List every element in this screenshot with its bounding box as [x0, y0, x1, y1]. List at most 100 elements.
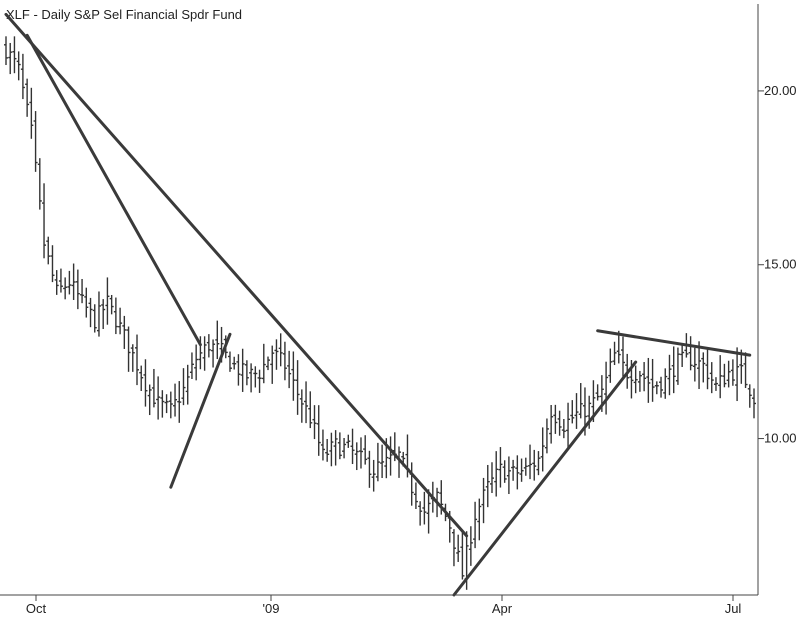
ohlc-bar — [236, 354, 241, 386]
ohlc-bar — [489, 462, 494, 494]
ohlc-bar — [544, 418, 549, 454]
ohlc-bar — [515, 455, 520, 490]
ohlc-bar — [519, 458, 524, 482]
ohlc-bar — [671, 346, 676, 394]
ohlc-bar — [312, 405, 317, 440]
ohlc-bar — [595, 384, 600, 401]
y-tick-label: 10.00 — [764, 431, 797, 446]
ohlc-bar — [659, 376, 664, 398]
ohlc-bar — [75, 269, 80, 310]
ohlc-bar — [697, 341, 702, 390]
ohlc-bar — [701, 352, 706, 383]
ohlc-bar — [329, 432, 334, 467]
ohlc-bar — [426, 489, 431, 534]
ohlc-bar — [570, 400, 575, 424]
x-tick-label: Apr — [492, 601, 513, 616]
ohlc-bar — [177, 381, 182, 423]
ohlc-bar — [80, 278, 85, 304]
ohlc-bar — [316, 405, 321, 456]
ohlc-bar — [278, 333, 283, 367]
ohlc-bar — [566, 402, 571, 448]
ohlc-bar — [451, 529, 456, 567]
ohlc-bar — [456, 534, 461, 562]
ohlc-bar — [147, 384, 152, 416]
ohlc-bar — [747, 384, 752, 408]
ohlc-bar — [333, 430, 338, 466]
ohlc-bar — [151, 368, 156, 408]
ohlc-bar — [363, 435, 368, 465]
ohlc-bar — [620, 336, 625, 377]
ohlc-bar — [143, 359, 148, 407]
ohlc-bar — [160, 390, 165, 418]
ohlc-bar — [375, 442, 380, 482]
ohlc-bar — [130, 344, 135, 372]
ohlc-bar — [173, 383, 178, 417]
ohlc-bar — [604, 361, 609, 415]
ohlc-bar — [54, 270, 59, 295]
ohlc-bar — [612, 341, 617, 366]
trendline — [25, 33, 202, 347]
ohlc-bar — [33, 111, 38, 172]
ohlc-bar — [692, 347, 697, 382]
ohlc-bar — [574, 393, 579, 429]
ohlc-bar — [96, 291, 101, 337]
ohlc-bar — [646, 357, 651, 403]
ohlc-bar — [709, 362, 714, 394]
ohlc-bar — [388, 436, 393, 476]
ohlc-bar — [743, 352, 748, 389]
ohlc-bar — [58, 268, 63, 293]
ohlc-bar — [523, 457, 528, 476]
ohlc-bar — [528, 444, 533, 480]
ohlc-bar — [227, 351, 232, 372]
ohlc-bar — [477, 498, 482, 541]
ohlc-bar — [92, 304, 97, 333]
ohlc-bar — [232, 356, 237, 370]
trendline — [452, 360, 638, 597]
ohlc-bar — [168, 391, 173, 419]
ohlc-bar — [485, 464, 490, 508]
ohlc-bar — [42, 183, 47, 259]
ohlc-bar — [540, 427, 545, 472]
ohlc-bar — [84, 287, 89, 318]
ohlc-bar — [8, 42, 13, 75]
ohlc-bar — [240, 348, 245, 392]
ohlc-bar — [667, 354, 672, 396]
ohlc-bar — [4, 36, 8, 66]
ohlc-bar — [164, 394, 169, 414]
ohlc-bar — [67, 270, 72, 295]
ohlc-bar — [320, 429, 325, 461]
ohlc-bar — [422, 491, 427, 525]
ohlc-bar — [342, 437, 347, 459]
ohlc-bar — [261, 343, 266, 384]
ohlc-bar — [367, 450, 372, 488]
ohlc-bar — [156, 376, 161, 420]
ohlc-bar — [105, 277, 110, 325]
ohlc-bar — [46, 236, 51, 265]
ohlc-bar — [274, 339, 279, 370]
ohlc-bar — [63, 277, 68, 300]
chart-title: XLF - Daily S&P Sel Financial Spdr Fund — [6, 7, 242, 22]
ohlc-bar — [291, 351, 296, 401]
ohlc-bar — [739, 349, 744, 384]
ohlc-bar — [726, 360, 731, 388]
y-tick-label: 15.00 — [764, 257, 797, 272]
ohlc-bar — [663, 368, 668, 399]
ohlc-bar — [752, 388, 756, 419]
ohlc-bar — [413, 482, 418, 509]
ohlc-bar — [350, 428, 355, 465]
ohlc-bar — [460, 529, 465, 580]
ohlc-bar — [561, 418, 566, 439]
ohlc-bar — [270, 345, 275, 384]
ohlc-bar — [206, 334, 211, 358]
ohlc-bar — [202, 336, 207, 371]
x-tick-label: '09 — [263, 601, 280, 616]
ohlc-bar — [135, 334, 140, 386]
ohlc-bar — [688, 336, 693, 371]
ohlc-bar — [468, 526, 473, 566]
ohlc-bar — [304, 381, 309, 424]
ohlc-bar — [308, 391, 313, 429]
trendline — [4, 12, 469, 538]
ohlc-bar — [616, 330, 621, 364]
ohlc-bar — [29, 87, 34, 139]
